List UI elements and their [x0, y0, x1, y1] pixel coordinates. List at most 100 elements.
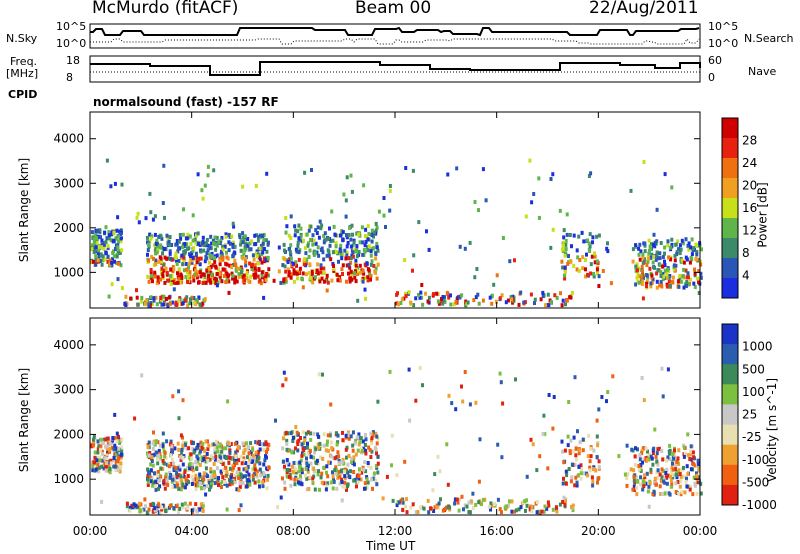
echo-cell	[562, 476, 565, 481]
echo-cell	[530, 200, 534, 205]
echo-cell	[138, 501, 141, 506]
echo-cell	[194, 241, 198, 246]
echo-cell	[202, 243, 206, 247]
echo-cell	[156, 246, 159, 251]
echo-cell	[693, 267, 696, 272]
echo-cell	[542, 413, 546, 418]
echo-cell	[684, 268, 688, 273]
echo-cell	[454, 407, 458, 412]
echo-cell	[240, 461, 244, 466]
echo-cell	[697, 462, 701, 467]
echo-cell	[106, 254, 110, 259]
echo-cell	[198, 472, 202, 477]
echo-cell	[177, 259, 181, 263]
echo-cell	[668, 443, 672, 448]
echo-cell	[360, 225, 364, 230]
echo-cell	[569, 259, 573, 264]
echo-cell	[282, 436, 285, 441]
echo-cell	[331, 474, 335, 479]
echo-cell	[186, 474, 190, 478]
echo-cell	[634, 446, 637, 451]
strip-frame-0	[89, 23, 701, 49]
x-tick-label: 00:00	[73, 524, 108, 538]
echo-cell	[447, 295, 451, 300]
echo-cell	[293, 224, 297, 229]
echo-cell	[446, 172, 450, 177]
echo-cell	[157, 234, 161, 239]
echo-cell	[591, 235, 595, 240]
echo-cell	[255, 474, 259, 479]
echo-cell	[504, 504, 508, 509]
echo-cell	[306, 441, 309, 446]
echo-cell	[537, 509, 541, 514]
colorbar-segment	[722, 364, 738, 385]
echo-cell	[116, 459, 120, 464]
echo-cell	[352, 240, 356, 245]
echo-cell	[374, 266, 378, 271]
echo-cell	[597, 274, 601, 279]
echo-cell	[112, 464, 116, 469]
echo-cell	[258, 278, 262, 283]
echo-cell	[137, 505, 141, 510]
echo-cell	[663, 259, 666, 264]
echo-cell	[637, 252, 641, 257]
echo-cell	[342, 461, 346, 466]
echo-cell	[564, 302, 567, 307]
echo-cell	[355, 269, 359, 274]
echo-cell	[153, 508, 157, 513]
echo-cell	[554, 505, 558, 510]
echo-cell	[104, 437, 108, 442]
echo-cell	[369, 466, 373, 470]
echo-cell	[267, 442, 271, 447]
echo-cell	[120, 448, 124, 453]
echo-cell	[691, 492, 695, 497]
colorbar-tick-label: -100	[742, 453, 769, 467]
echo-cell	[183, 250, 187, 255]
echo-cell	[322, 466, 326, 470]
echo-cell	[319, 270, 323, 275]
echo-cell	[670, 481, 674, 486]
echo-cell	[209, 484, 213, 489]
echo-cell	[179, 483, 183, 488]
echo-cell	[407, 290, 411, 295]
echo-cell	[340, 480, 344, 484]
echo-cell	[237, 508, 241, 513]
echo-cell	[356, 435, 360, 440]
echo-cell	[311, 481, 315, 486]
echo-cell	[358, 240, 362, 245]
echo-cell	[322, 481, 326, 486]
echo-cell	[307, 254, 311, 259]
echo-cell	[560, 303, 564, 308]
echo-cell	[639, 249, 643, 254]
echo-cell	[180, 450, 184, 455]
echo-cell	[156, 278, 160, 283]
echo-cell	[92, 237, 96, 241]
echo-cell	[687, 241, 691, 246]
echo-cell	[289, 256, 293, 261]
echo-cell	[676, 456, 680, 461]
echo-cell	[228, 482, 232, 487]
echo-cell	[640, 451, 644, 456]
echo-cell	[349, 456, 353, 461]
echo-cell	[99, 235, 102, 240]
echo-cell	[145, 235, 149, 240]
echo-cell	[289, 483, 293, 488]
echo-cell	[561, 481, 565, 486]
echo-cell	[325, 288, 329, 293]
echo-cell	[474, 295, 478, 300]
echo-cell	[685, 257, 689, 262]
echo-cell	[558, 208, 562, 213]
echo-cell	[551, 426, 555, 431]
echo-cell	[665, 481, 669, 486]
echo-cell	[227, 460, 231, 465]
echo-cell	[637, 466, 641, 471]
echo-cell	[336, 450, 340, 455]
echo-cell	[253, 463, 257, 468]
echo-cell	[115, 228, 119, 233]
echo-cell	[697, 280, 701, 285]
echo-cell	[167, 464, 171, 469]
echo-cell	[266, 477, 270, 482]
echo-cell	[222, 467, 225, 472]
echo-cell	[294, 470, 298, 475]
echo-cell	[595, 455, 599, 460]
